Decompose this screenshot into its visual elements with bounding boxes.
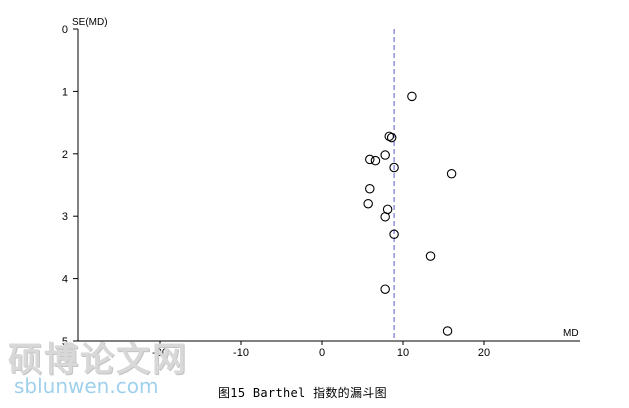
- data-point: [386, 132, 397, 143]
- ticks: 0 1 2 3 4 5 -20 -10 0 10 20: [62, 24, 490, 359]
- watermark-chinese: 硕博论文网: [8, 340, 188, 380]
- data-point: [425, 251, 436, 261]
- x-tick-label: 10: [397, 347, 409, 359]
- y-tick-label: 3: [62, 211, 68, 223]
- x-tick-label: 20: [478, 347, 490, 359]
- data-point: [446, 169, 457, 179]
- x-tick-label: -10: [233, 347, 249, 359]
- data-point: [370, 155, 381, 166]
- figure-caption: 图15 Barthel 指数的漏斗图: [218, 386, 387, 400]
- y-tick-label: 1: [62, 86, 68, 98]
- y-tick-label: 0: [62, 24, 68, 36]
- watermark-url: sblunwen.com: [14, 374, 159, 398]
- data-point: [365, 183, 375, 194]
- x-axis-label: MD: [563, 328, 579, 339]
- data-points: [363, 91, 457, 336]
- data-point: [380, 212, 390, 222]
- data-point: [384, 131, 394, 142]
- x-tick-label: 0: [319, 347, 325, 359]
- data-point: [389, 229, 399, 240]
- y-axis-label: SE(MD): [72, 17, 108, 28]
- y-tick-label: 5: [62, 336, 68, 348]
- data-point: [365, 154, 375, 165]
- data-point: [407, 91, 417, 102]
- data-point: [389, 162, 399, 173]
- data-point: [380, 284, 390, 294]
- axes: [77, 29, 580, 342]
- y-tick-label: 4: [62, 274, 68, 286]
- data-point: [442, 326, 453, 336]
- y-tick-label: 2: [62, 149, 68, 161]
- x-tick-label: -20: [152, 347, 168, 359]
- data-point: [363, 198, 373, 209]
- data-point: [380, 150, 390, 160]
